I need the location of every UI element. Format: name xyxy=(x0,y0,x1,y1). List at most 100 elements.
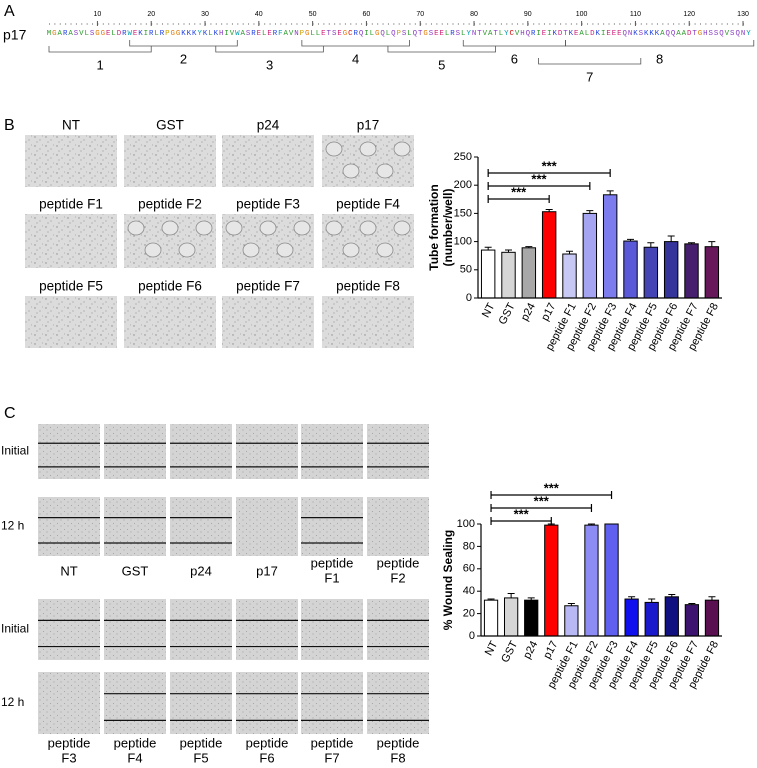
wound-image xyxy=(301,672,363,734)
column-label: F3 xyxy=(61,750,76,765)
residue: L xyxy=(208,30,212,38)
residue: I xyxy=(364,30,368,38)
significance-label: *** xyxy=(514,506,530,521)
residue: E xyxy=(257,30,262,38)
micrograph xyxy=(322,296,414,348)
residue: P xyxy=(300,30,305,38)
residue: K xyxy=(569,30,574,38)
image-label: peptide F5 xyxy=(39,279,103,294)
column-label: peptide xyxy=(180,735,223,750)
wound-image xyxy=(170,672,232,734)
column-label: F4 xyxy=(127,750,142,765)
residue: D xyxy=(117,30,122,38)
residue: Q xyxy=(391,30,396,38)
column-label: p17 xyxy=(256,563,278,578)
bar xyxy=(584,524,599,637)
wound-image xyxy=(236,497,298,556)
wound-image xyxy=(367,672,429,734)
residue: K xyxy=(203,30,208,38)
fragment-label: 1 xyxy=(96,57,103,72)
ruler-label: 130 xyxy=(737,11,749,18)
residue: A xyxy=(579,30,584,38)
wound-image xyxy=(236,599,298,660)
residue: G xyxy=(375,30,379,38)
significance-bracket xyxy=(487,169,611,177)
residue: H xyxy=(219,30,223,38)
residue: L xyxy=(585,30,589,38)
bar xyxy=(480,249,496,299)
y-tick-label: 50 xyxy=(460,264,472,276)
error-bar xyxy=(628,596,636,600)
column-label: peptide xyxy=(48,735,91,750)
row-label: Initial xyxy=(1,622,29,636)
residue: P xyxy=(165,30,170,38)
bar xyxy=(704,246,720,299)
residue: S xyxy=(429,30,434,38)
residue: I xyxy=(601,30,605,38)
row-label: 12 h xyxy=(1,519,24,533)
image-label: NT xyxy=(62,118,80,133)
significance-bracket xyxy=(490,504,593,512)
significance-label: *** xyxy=(534,493,550,508)
panel-label: A xyxy=(4,3,15,20)
residue: R xyxy=(122,30,127,38)
fragment-bracket xyxy=(538,58,642,65)
residue: A xyxy=(68,30,73,38)
error-bar xyxy=(627,238,634,242)
residue: P xyxy=(397,30,402,38)
residue: N xyxy=(294,30,298,38)
ruler-label: 110 xyxy=(630,11,641,18)
residue: R xyxy=(160,30,165,38)
bar xyxy=(521,247,537,299)
y-axis-label: % Wound Sealing xyxy=(441,530,455,630)
bar xyxy=(602,194,618,299)
tube-loop xyxy=(342,242,360,258)
column-label: peptide xyxy=(311,735,354,750)
error-bar xyxy=(566,250,573,255)
residue: I xyxy=(224,30,228,38)
micrograph xyxy=(222,135,314,187)
column-label: peptide xyxy=(114,735,157,750)
column-label: peptide xyxy=(311,555,354,570)
image-label: peptide F7 xyxy=(236,279,300,294)
residue: H xyxy=(520,30,524,38)
column-label: peptide xyxy=(377,555,420,570)
significance-bracket xyxy=(487,195,550,203)
row-label: Initial xyxy=(1,444,29,458)
residue: N xyxy=(741,30,745,38)
tube-loop xyxy=(359,220,377,236)
tube-loop xyxy=(342,163,360,179)
ruler-label: 120 xyxy=(683,11,695,18)
tube-loop xyxy=(161,220,179,236)
y-axis-label: Tube formation xyxy=(427,184,441,270)
bar xyxy=(541,211,557,299)
residue: I xyxy=(144,30,148,38)
residue: C xyxy=(509,30,514,38)
tube-loop xyxy=(376,163,394,179)
y-tick-label: 60 xyxy=(463,563,475,575)
fragment-label: 2 xyxy=(180,51,187,66)
residue: T xyxy=(327,30,332,38)
residue: E xyxy=(606,30,611,38)
micrograph xyxy=(222,296,314,348)
wound-image xyxy=(367,599,429,660)
residue: Y xyxy=(746,30,751,38)
residue: L xyxy=(84,30,88,38)
micrograph xyxy=(25,296,117,348)
error-bar xyxy=(586,210,594,214)
panel-label: B xyxy=(4,117,15,134)
column-label: F8 xyxy=(390,750,405,765)
wound-image xyxy=(301,424,363,479)
bar xyxy=(544,524,559,637)
tube-loop xyxy=(144,242,162,258)
residue: Q xyxy=(719,30,724,38)
significance-label: *** xyxy=(542,158,558,173)
residue: E xyxy=(542,30,547,38)
tube-loop xyxy=(178,242,196,258)
bar xyxy=(643,246,659,299)
residue: G xyxy=(52,30,56,38)
residue: E xyxy=(440,30,445,38)
fragment-label: 7 xyxy=(586,69,593,84)
residue: G xyxy=(171,30,175,38)
residue: K xyxy=(596,30,601,38)
